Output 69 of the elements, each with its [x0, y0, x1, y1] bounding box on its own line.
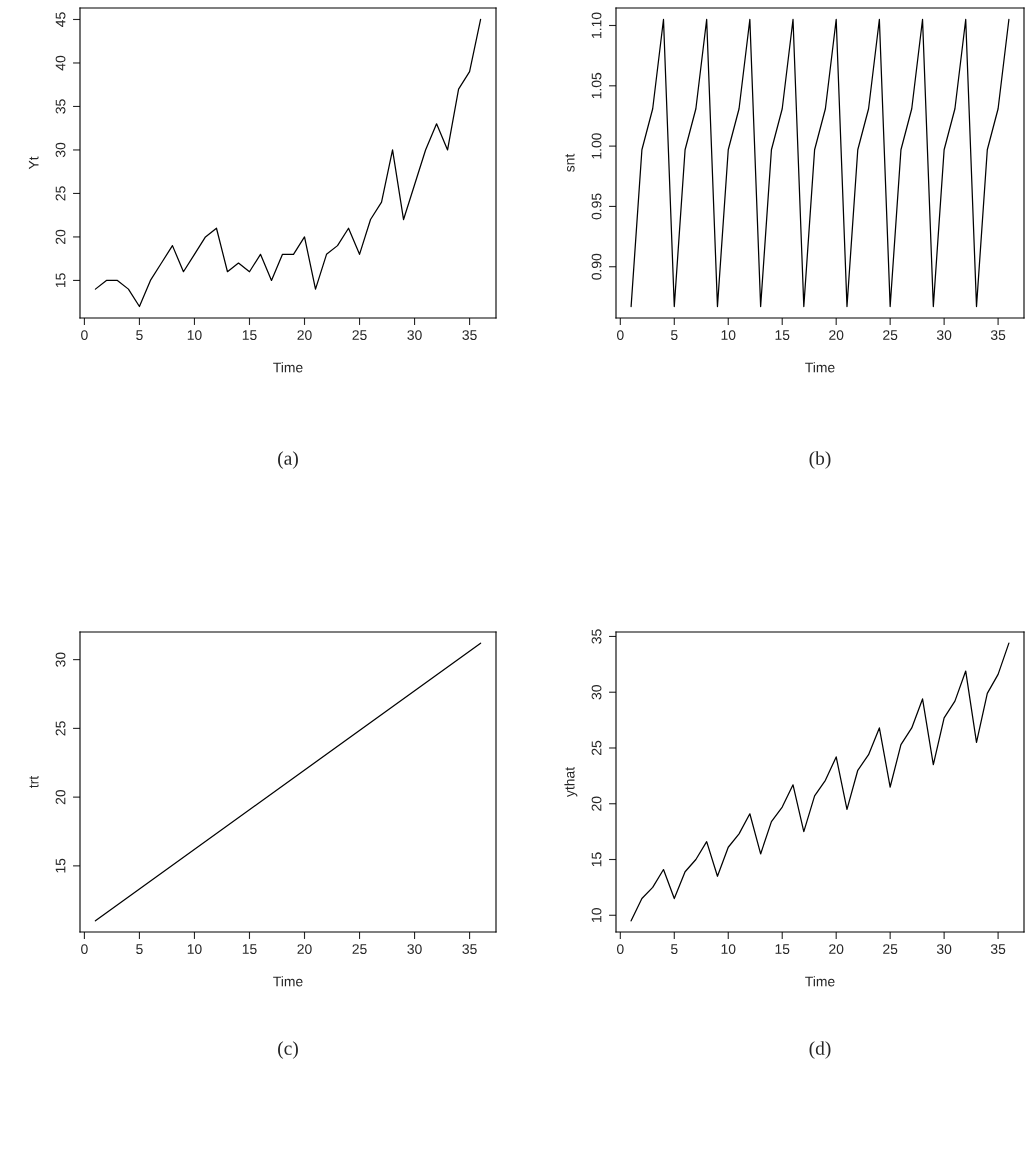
x-tick-label: 25: [352, 944, 367, 955]
y-tick-label: 20: [55, 789, 66, 805]
x-tick-label: 20: [297, 944, 312, 955]
x-axis-title: Time: [805, 362, 835, 373]
x-tick-label: 10: [721, 944, 736, 955]
x-tick-label: 0: [617, 944, 624, 955]
y-tick-label: 10: [591, 908, 602, 922]
y-tick-label: 0.95: [591, 193, 602, 220]
x-tick-label: 25: [883, 944, 898, 955]
text: (d): [809, 1041, 831, 1059]
y-tick-label: 1.00: [591, 133, 602, 159]
text: (a): [278, 451, 298, 469]
x-tick-label: 10: [187, 944, 202, 955]
y-tick-label: 1.10: [591, 12, 602, 38]
y-tick-label: 30: [55, 652, 66, 667]
x-tick-label: 5: [136, 330, 143, 341]
x-tick-label: 25: [352, 330, 367, 341]
x-tick-label: 20: [297, 330, 312, 341]
y-tick-label: 30: [55, 142, 66, 158]
x-tick-label: 10: [187, 330, 202, 341]
x-axis-title: Time: [273, 976, 303, 987]
y-axis-title: snt: [565, 153, 575, 172]
x-tick-label: 30: [936, 944, 952, 955]
y-axis-title: Yt: [28, 156, 39, 170]
x-tick-label: 20: [829, 330, 844, 341]
x-tick-label: 5: [136, 944, 143, 955]
x-tick-label: 20: [829, 944, 844, 955]
x-tick-label: 25: [883, 330, 898, 341]
x-tick-label: 30: [407, 944, 422, 955]
text: (c): [278, 1041, 298, 1059]
line-series: [630, 18, 1010, 308]
y-tick-label: 1.05: [591, 72, 602, 99]
y-tick-label: 15: [55, 858, 66, 873]
x-tick-label: 30: [936, 330, 952, 341]
y-tick-label: 35: [591, 629, 602, 644]
y-axis-title: ythat: [564, 767, 578, 798]
x-tick-label: 30: [407, 330, 422, 341]
y-tick-label: 20: [55, 229, 66, 244]
line-series: [94, 18, 482, 308]
x-tick-label: 5: [670, 330, 678, 341]
y-tick-label: 45: [55, 12, 66, 27]
y-tick-label: 0.90: [591, 253, 602, 280]
y-tick-label: 30: [591, 685, 602, 700]
y-axis-title: trt: [29, 775, 39, 788]
y-tick-label: 25: [55, 721, 66, 736]
x-tick-label: 0: [81, 330, 88, 341]
x-tick-label: 35: [462, 944, 477, 955]
y-tick-label: 20: [591, 796, 602, 811]
y-tick-label: 25: [591, 740, 602, 756]
x-tick-label: 5: [670, 944, 678, 955]
x-tick-label: 15: [775, 944, 790, 955]
y-tick-label: 40: [55, 55, 66, 71]
text: (b): [809, 451, 831, 469]
line-series: [630, 642, 1010, 922]
x-tick-label: 15: [242, 944, 257, 955]
x-axis-title: Time: [805, 976, 835, 987]
y-tick-label: 25: [55, 186, 66, 201]
x-tick-label: 0: [81, 944, 88, 955]
y-tick-label: 15: [591, 852, 602, 867]
y-tick-label: 15: [55, 273, 66, 288]
y-tick-label: 35: [55, 99, 66, 114]
x-tick-label: 35: [990, 944, 1006, 955]
x-tick-label: 35: [462, 330, 477, 341]
x-tick-label: 10: [721, 330, 736, 341]
x-tick-label: 35: [990, 330, 1006, 341]
x-tick-label: 0: [617, 330, 624, 341]
x-tick-label: 15: [242, 330, 257, 341]
x-axis-title: Time: [273, 362, 303, 373]
x-tick-label: 15: [775, 330, 790, 341]
